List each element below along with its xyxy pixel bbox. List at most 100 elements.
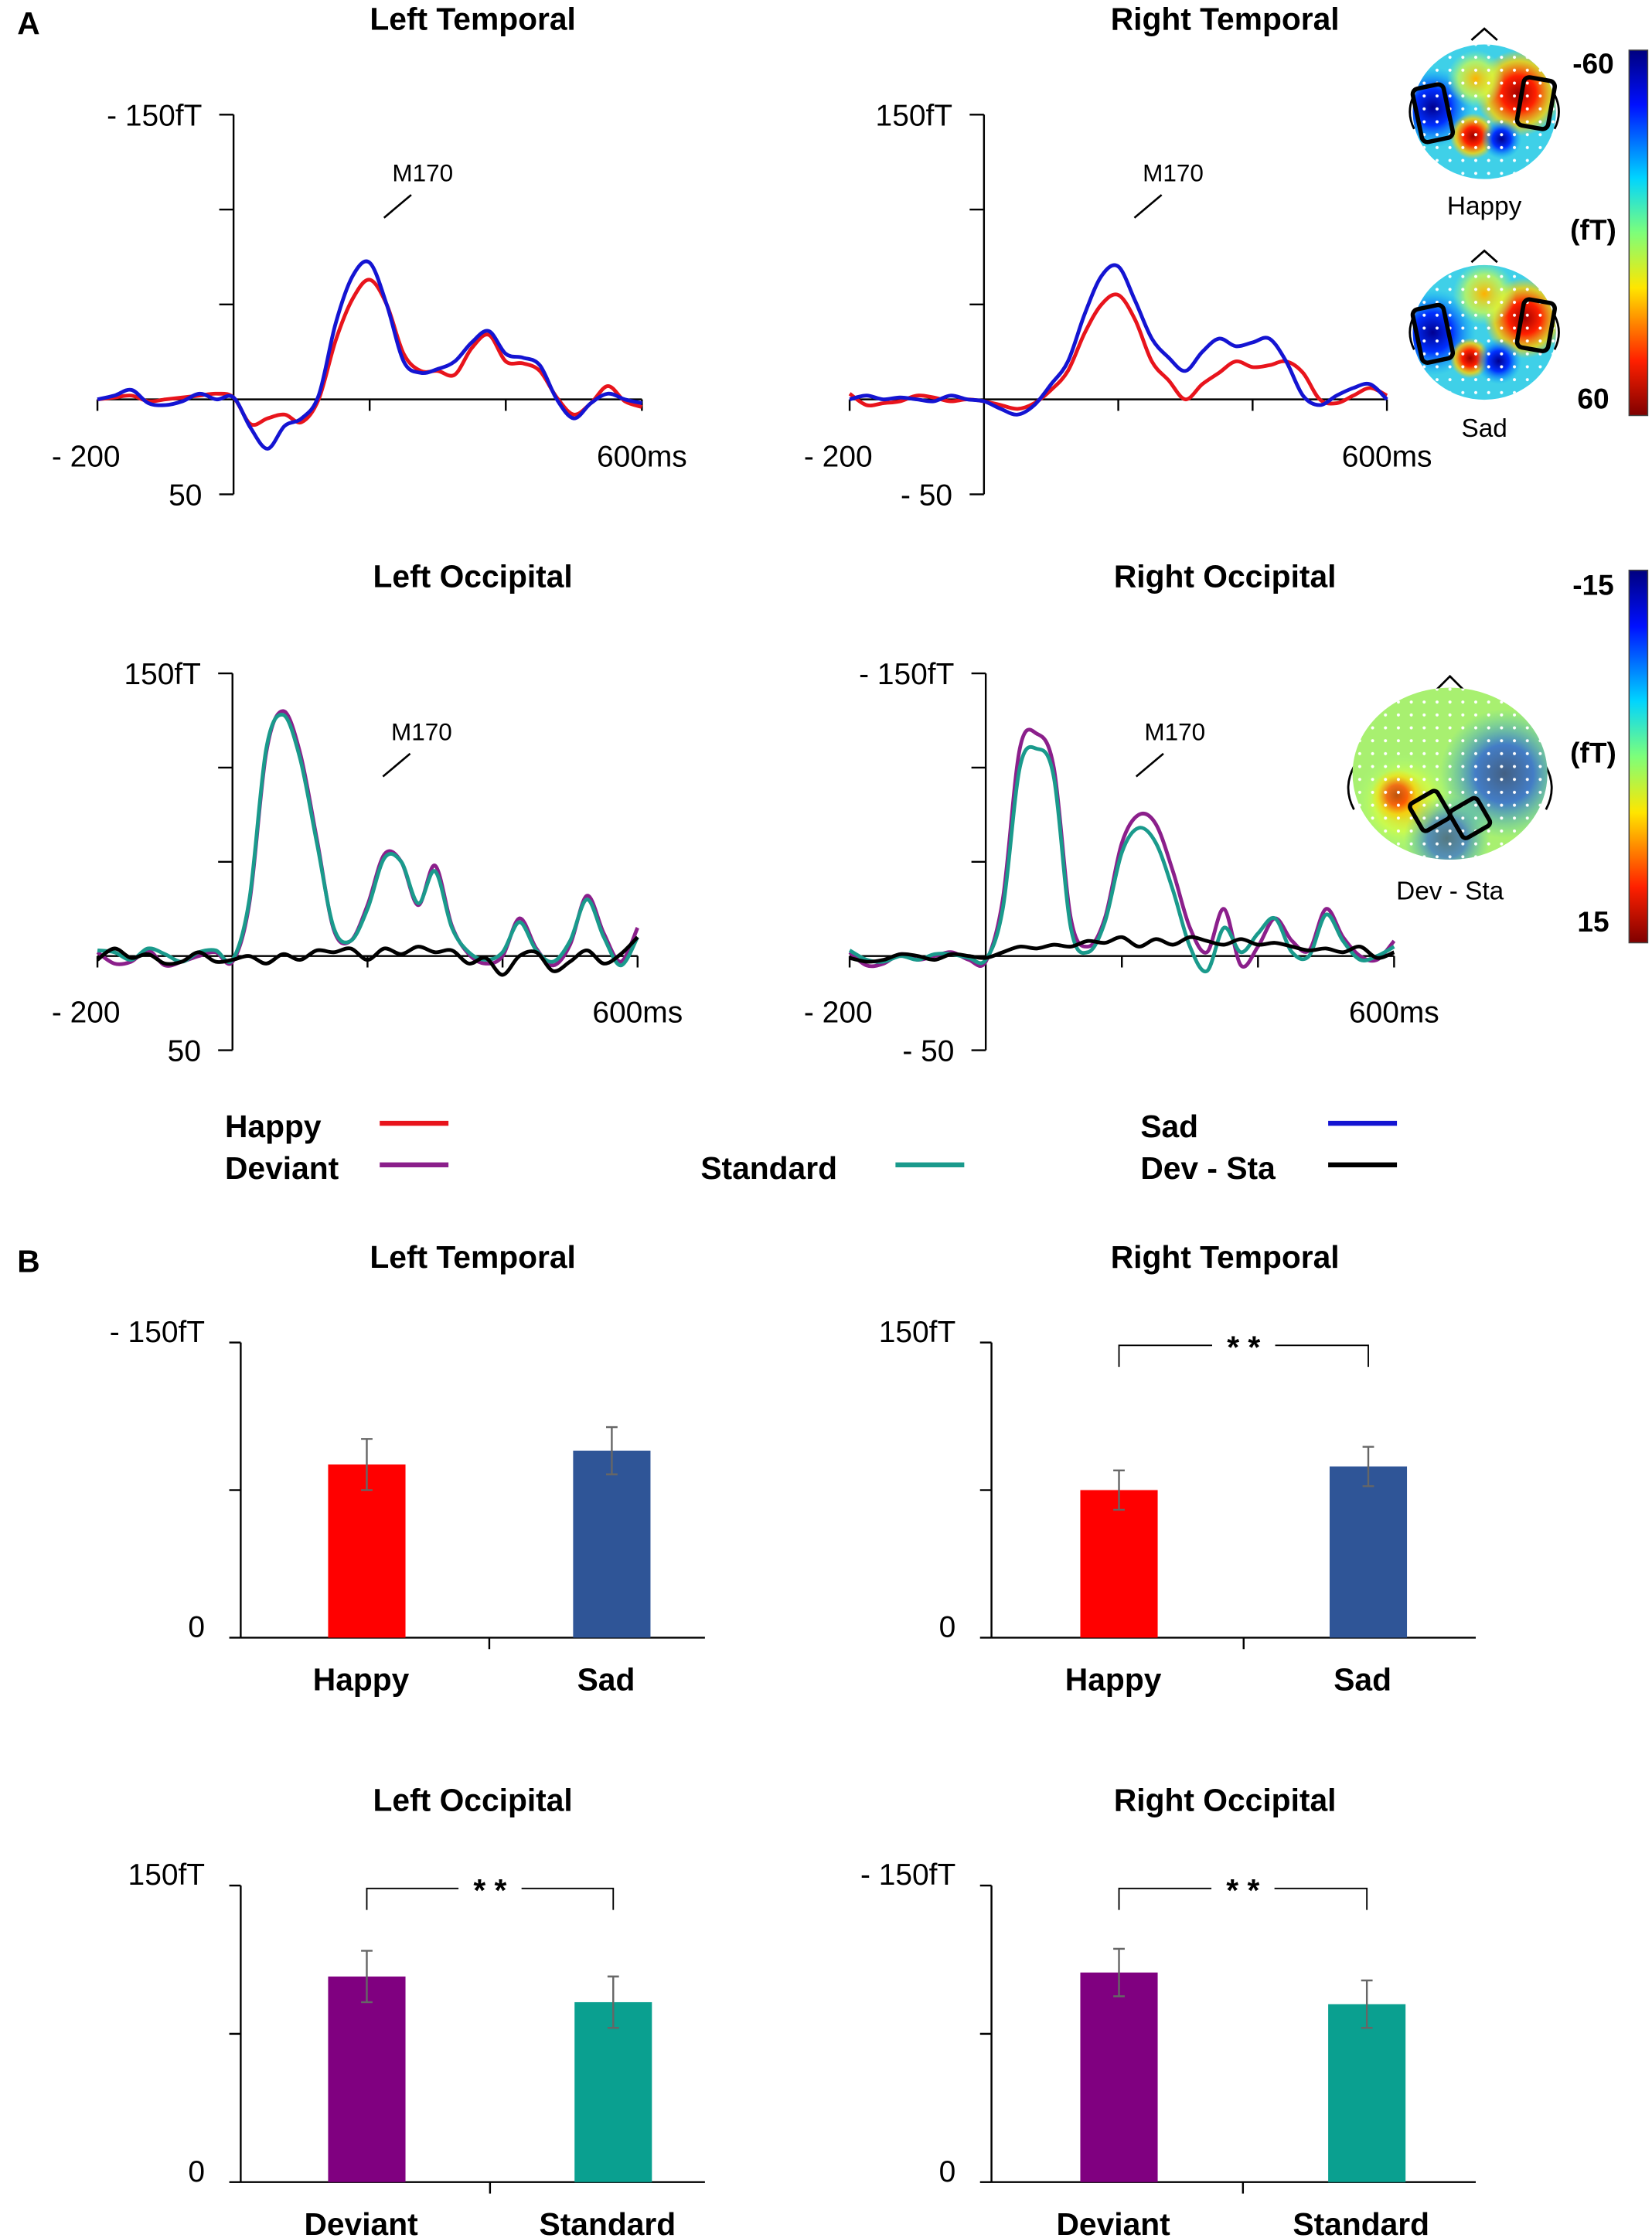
legend-label: Standard bbox=[700, 1150, 837, 1186]
bracket-gap bbox=[1211, 1882, 1275, 1895]
significance-label: * * bbox=[473, 1872, 506, 1908]
x-tick-label: 600ms bbox=[1342, 440, 1432, 473]
y-tick-label: 150fT bbox=[124, 658, 201, 691]
sensors bbox=[1412, 264, 1556, 400]
bracket-gap bbox=[458, 1882, 522, 1895]
y-tick-label: - 150fT bbox=[110, 1316, 205, 1349]
roi-box bbox=[1514, 75, 1558, 131]
sensors bbox=[1352, 687, 1548, 860]
series-line bbox=[97, 712, 639, 968]
colorbar-unit: (fT) bbox=[1570, 737, 1616, 769]
y-tick-label: - 50 bbox=[901, 479, 952, 512]
x-tick-label: Sad bbox=[577, 1662, 635, 1698]
y-tick-label: 150fT bbox=[876, 99, 952, 132]
x-tick-label: Deviant bbox=[304, 2206, 418, 2238]
y-tick-label: 150fT bbox=[128, 1858, 206, 1892]
bar bbox=[1329, 1466, 1408, 1638]
panel-label: A bbox=[17, 5, 39, 41]
y-tick-label: 0 bbox=[939, 2155, 956, 2189]
colorbar-label: 60 bbox=[1577, 383, 1609, 415]
roi-box bbox=[1410, 82, 1456, 145]
annotation: M170 bbox=[1143, 158, 1204, 186]
x-tick-label: - 200 bbox=[804, 440, 873, 473]
colorbar bbox=[1628, 569, 1649, 944]
legend-label: Dev - Sta bbox=[1140, 1150, 1276, 1186]
topomap bbox=[1408, 249, 1560, 400]
colorbar-label: 15 bbox=[1577, 905, 1609, 938]
legend-label: Deviant bbox=[225, 1150, 339, 1186]
chart-title: Left Temporal bbox=[370, 1239, 576, 1275]
x-tick-label: Happy bbox=[1065, 1662, 1162, 1698]
annotation-pointer bbox=[1135, 752, 1164, 778]
annotation-pointer bbox=[1133, 194, 1163, 219]
topomap-label: Sad bbox=[1461, 414, 1507, 443]
bar bbox=[328, 1464, 406, 1638]
y-tick-label: 50 bbox=[169, 479, 202, 512]
bracket-gap bbox=[1211, 1339, 1276, 1351]
x-tick-label: - 200 bbox=[52, 440, 121, 473]
bar bbox=[574, 2001, 652, 2182]
series-line bbox=[848, 292, 1388, 411]
chart-title: Right Occipital bbox=[1114, 1782, 1337, 1817]
y-tick-label: - 50 bbox=[902, 1035, 954, 1068]
legend-label: Sad bbox=[1140, 1109, 1198, 1144]
x-tick-label: Deviant bbox=[1056, 2206, 1170, 2238]
y-tick-label: - 150fT bbox=[859, 658, 954, 691]
series-line bbox=[849, 263, 1388, 417]
bar bbox=[1080, 1972, 1158, 2182]
series-line bbox=[96, 935, 639, 977]
topomap bbox=[1347, 674, 1553, 860]
colorbar-unit: (fT) bbox=[1570, 213, 1616, 246]
bar bbox=[1080, 1490, 1158, 1638]
x-tick-label: - 200 bbox=[804, 996, 873, 1029]
y-tick-label: 0 bbox=[188, 2155, 205, 2189]
bar bbox=[328, 1976, 406, 2182]
series-line bbox=[848, 744, 1395, 974]
nose bbox=[1470, 27, 1498, 41]
bar bbox=[573, 1450, 651, 1638]
y-tick-label: 0 bbox=[939, 1611, 956, 1644]
x-tick-label: - 200 bbox=[52, 996, 121, 1029]
x-tick-label: 600ms bbox=[1349, 996, 1439, 1029]
topomap-fill bbox=[1352, 687, 1548, 860]
sensors bbox=[1412, 44, 1556, 179]
significance-label: * * bbox=[1226, 1872, 1259, 1908]
colorbar-label: -15 bbox=[1572, 569, 1614, 601]
significance-label: * * bbox=[1227, 1330, 1260, 1365]
y-tick-label: 50 bbox=[168, 1035, 201, 1068]
y-tick-label: - 150fT bbox=[860, 1858, 955, 1892]
y-tick-label: - 150fT bbox=[107, 99, 202, 132]
chart-title: Right Occipital bbox=[1114, 559, 1337, 594]
annotation-pointer bbox=[383, 194, 412, 219]
annotation-pointer bbox=[382, 752, 411, 778]
colorbar bbox=[1628, 49, 1649, 417]
topomap-label: Dev - Sta bbox=[1396, 877, 1504, 905]
topomap-fill bbox=[1412, 44, 1556, 179]
annotation: M170 bbox=[1144, 717, 1205, 745]
annotation: M170 bbox=[392, 158, 453, 186]
x-tick-label: Sad bbox=[1334, 1662, 1391, 1698]
chart-title: Left Occipital bbox=[373, 559, 573, 594]
x-tick-label: Standard bbox=[540, 2206, 676, 2238]
roi-box bbox=[1514, 297, 1558, 353]
chart-title: Right Temporal bbox=[1111, 1239, 1340, 1275]
roi-box bbox=[1448, 795, 1493, 840]
x-tick-label: Happy bbox=[313, 1662, 410, 1698]
panel-label: B bbox=[17, 1243, 39, 1279]
y-tick-label: 150fT bbox=[879, 1316, 956, 1349]
topomap bbox=[1408, 27, 1560, 179]
legend-label: Happy bbox=[225, 1109, 322, 1144]
bar bbox=[1328, 2004, 1406, 2182]
chart-title: Right Temporal bbox=[1111, 2, 1340, 37]
x-tick-label: 600ms bbox=[592, 996, 683, 1029]
topomap-fill bbox=[1412, 264, 1556, 400]
y-tick-label: 0 bbox=[188, 1611, 205, 1644]
annotation: M170 bbox=[391, 717, 452, 745]
nose bbox=[1470, 249, 1498, 264]
topomap-label: Happy bbox=[1447, 192, 1522, 221]
ears bbox=[1347, 765, 1553, 810]
nose bbox=[1432, 674, 1468, 695]
chart-title: Left Temporal bbox=[370, 2, 576, 37]
